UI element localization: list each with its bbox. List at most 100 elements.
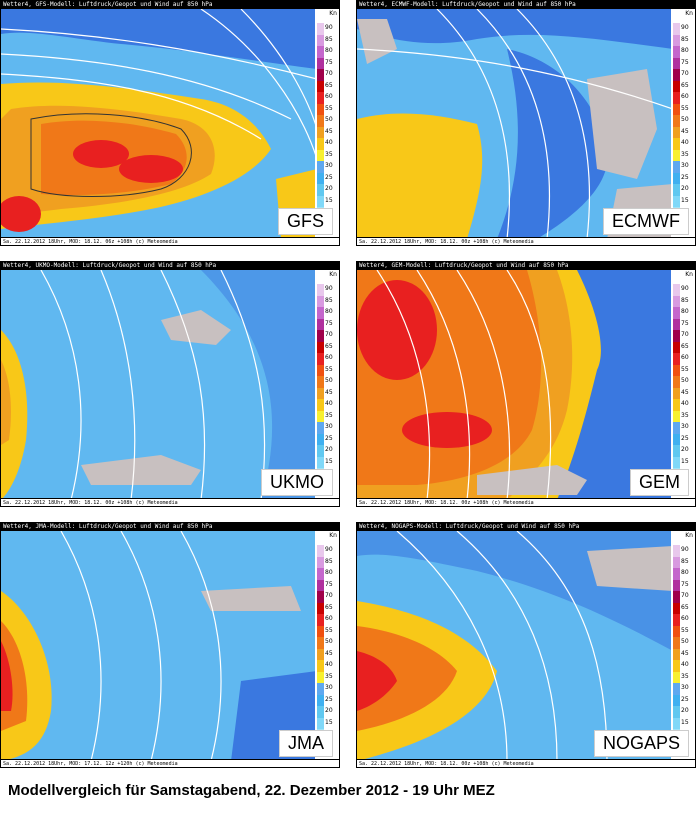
model-label: NOGAPS	[593, 730, 689, 757]
legend-label: 40	[681, 139, 689, 146]
legend-label: 30	[681, 684, 689, 691]
legend-label: 35	[325, 672, 333, 680]
legend-label: 20	[681, 446, 689, 453]
legend-swatch	[673, 614, 680, 626]
legend-swatch	[317, 660, 324, 672]
legend-swatch	[673, 671, 680, 683]
color-legend: Kn90858075706560555045403530252015105	[671, 9, 695, 239]
legend-label: 45	[681, 388, 689, 396]
panel-gfs: Wetter4, GFS-Modell: Luftdruck/Geopot un…	[0, 0, 340, 246]
panel-footer: Sa. 22.12.2012 18Uhr, MOD: 18.12. 00z +1…	[357, 498, 695, 506]
legend-label: 25	[681, 173, 689, 181]
legend-label: 85	[681, 557, 689, 565]
legend-swatch	[317, 161, 324, 173]
legend-swatch	[317, 318, 324, 330]
legend-swatch	[673, 422, 680, 434]
color-legend: Kn90858075706560555045403530252015105	[315, 9, 339, 239]
legend-label: 35	[681, 411, 689, 419]
legend-swatch	[317, 648, 324, 660]
legend-label: 70	[325, 592, 333, 599]
legend-swatch	[317, 706, 324, 718]
model-label: GEM	[629, 469, 689, 496]
wind-map	[1, 9, 317, 239]
legend-swatch	[673, 648, 680, 660]
panel-header: Wetter4, ECMWF-Modell: Luftdruck/Geopot …	[357, 1, 695, 9]
legend-swatch	[317, 184, 324, 196]
legend-label: 20	[325, 185, 333, 192]
legend-swatch	[673, 80, 680, 92]
panel-header: Wetter4, GFS-Modell: Luftdruck/Geopot un…	[1, 1, 339, 9]
color-legend: Kn90858075706560555045403530252015105	[671, 531, 695, 761]
panel-footer: Sa. 22.12.2012 18Uhr, MOD: 18.12. 00z +1…	[357, 237, 695, 245]
legend-swatch	[317, 614, 324, 626]
legend-swatch	[673, 706, 680, 718]
legend-swatch	[673, 625, 680, 637]
legend-swatch	[673, 387, 680, 399]
legend-swatch	[317, 422, 324, 434]
legend-swatch	[673, 330, 680, 342]
color-legend: Kn90858075706560555045403530252015105	[315, 531, 339, 761]
legend-swatch	[673, 556, 680, 568]
legend-swatch	[673, 568, 680, 580]
legend-swatch	[317, 579, 324, 591]
legend-swatch	[673, 318, 680, 330]
legend-unit: Kn	[685, 271, 693, 278]
legend-label: 30	[325, 162, 333, 169]
legend-label: 45	[325, 127, 333, 135]
wind-map	[1, 531, 317, 761]
legend-label: 55	[325, 365, 333, 373]
legend-swatch	[317, 103, 324, 115]
legend-label: 85	[325, 557, 333, 565]
legend-label: 50	[681, 116, 689, 123]
panel-footer: Sa. 22.12.2012 18Uhr, MOD: 18.12. 06z +1…	[1, 237, 339, 245]
legend-swatch	[673, 161, 680, 173]
model-label: GFS	[277, 208, 333, 235]
legend-swatch	[317, 399, 324, 411]
legend-label: 75	[681, 580, 689, 588]
panel-footer: Sa. 22.12.2012 18Uhr, MOD: 17.12. 12z +1…	[1, 759, 339, 767]
legend-label: 30	[325, 423, 333, 430]
legend-label: 80	[325, 569, 333, 576]
panel-header: Wetter4, JMA-Modell: Luftdruck/Geopot un…	[1, 523, 339, 531]
legend-label: 25	[325, 695, 333, 703]
legend-swatch	[673, 195, 680, 207]
legend-swatch	[673, 149, 680, 161]
legend-swatch	[317, 149, 324, 161]
legend-label: 80	[681, 569, 689, 576]
legend-swatch	[317, 69, 324, 81]
legend-label: 85	[325, 35, 333, 43]
legend-label: 75	[325, 319, 333, 327]
model-label: UKMO	[261, 469, 333, 496]
legend-label: 45	[325, 649, 333, 657]
legend-label: 60	[325, 615, 333, 622]
legend-label: 35	[325, 411, 333, 419]
legend-label: 35	[325, 150, 333, 158]
legend-label: 40	[325, 400, 333, 407]
legend-label: 75	[325, 58, 333, 66]
legend-swatch	[673, 579, 680, 591]
legend-label: 70	[681, 592, 689, 599]
legend-label: 40	[681, 661, 689, 668]
legend-swatch	[317, 172, 324, 184]
legend-swatch	[673, 307, 680, 319]
panel-ukmo: Wetter4, UKMO-Modell: Luftdruck/Geopot u…	[0, 261, 340, 507]
legend-label: 90	[325, 546, 333, 553]
legend-swatch	[317, 23, 324, 35]
legend-swatch	[317, 683, 324, 695]
legend-label: 70	[325, 331, 333, 338]
legend-swatch	[673, 637, 680, 649]
legend-label: 80	[681, 308, 689, 315]
legend-swatch	[317, 295, 324, 307]
legend-label: 40	[325, 661, 333, 668]
legend-swatch	[317, 717, 324, 729]
legend-unit: Kn	[685, 532, 693, 539]
legend-swatch	[673, 456, 680, 468]
legend-swatch	[673, 284, 680, 296]
legend-label: 30	[681, 423, 689, 430]
legend-swatch	[673, 138, 680, 150]
legend-swatch	[673, 399, 680, 411]
legend-label: 50	[325, 377, 333, 384]
model-label: JMA	[279, 730, 333, 757]
figure-caption: Modellvergleich für Samstagabend, 22. De…	[8, 782, 495, 799]
legend-label: 90	[681, 24, 689, 31]
